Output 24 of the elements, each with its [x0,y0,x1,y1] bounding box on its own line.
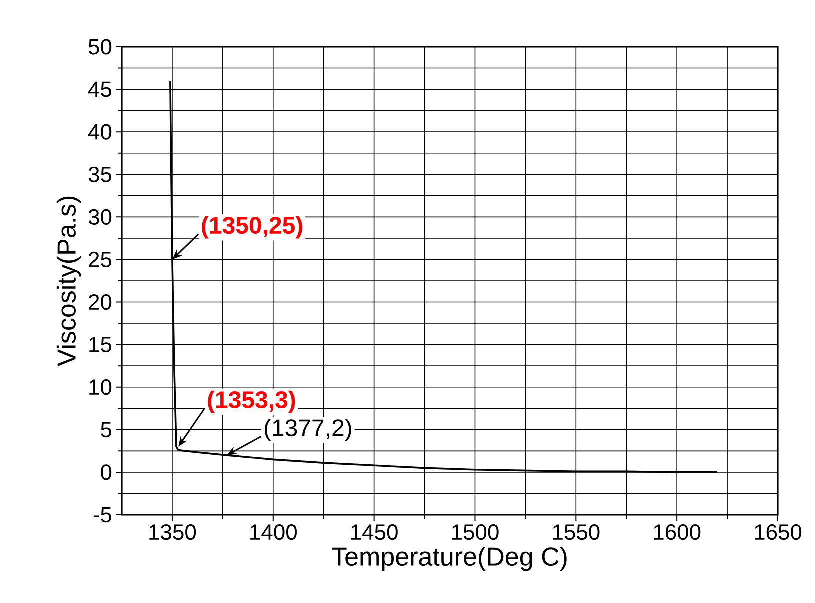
x-tick-label: 1500 [452,524,499,540]
annotation: (1377,2) [264,418,352,442]
y-tick-label: 30 [88,209,112,225]
annotation: (1353,3) [208,390,296,414]
y-tick-label: 15 [90,337,112,352]
y-axis-title: Viscosity(Pa.s) [56,196,82,367]
y-tick-label: 45 [88,82,112,98]
annotation: (1350,25) [202,216,302,239]
y-tick-label: 10 [90,380,112,396]
x-tick-label: 1400 [250,524,297,540]
x-axis-title: Temperature(Deg C) [332,546,567,572]
x-tick-label: 1600 [654,524,701,540]
y-tick-label: -5 [94,507,112,523]
y-tick-label: 40 [88,124,112,140]
y-tick-label: 20 [89,294,112,310]
y-tick-label: 0 [101,464,112,480]
y-tick-label: 50 [88,39,112,55]
x-tick-label: 1650 [755,524,802,540]
x-tick-label: 1450 [352,524,398,540]
y-tick-label: 25 [89,252,112,268]
x-tick-label: 1350 [150,524,196,540]
y-tick-label: 35 [88,166,112,182]
x-tick-label: 1550 [553,524,600,540]
y-tick-label: 5 [101,422,112,438]
